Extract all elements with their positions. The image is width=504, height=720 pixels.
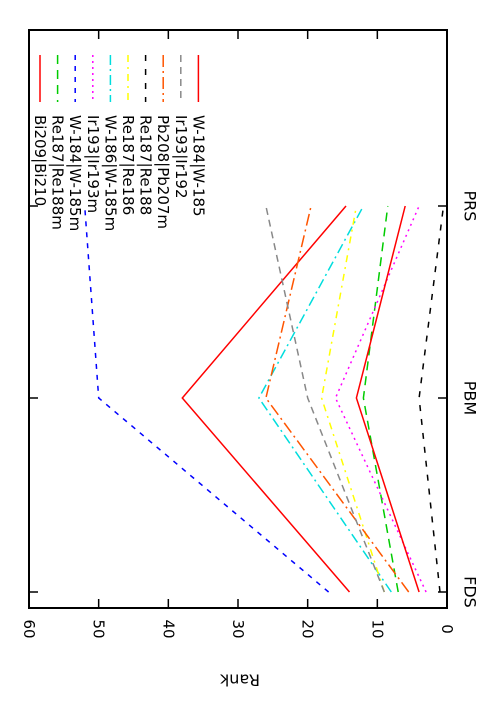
value-tick-label: 50: [90, 619, 108, 638]
legend-entry-7: Re187|Re188: [137, 115, 155, 215]
category-label: PRS: [461, 191, 480, 222]
legend-entry-5: W-186|W-185m: [101, 115, 119, 231]
category-label: FDS: [461, 576, 480, 608]
series-line-8: [265, 205, 410, 593]
category-label: PBM: [461, 381, 480, 415]
legend-entry-8: Pb208|Pb207m: [154, 115, 172, 229]
series-line-9: [265, 205, 385, 593]
series-line-3: [83, 205, 330, 593]
value-tick-label: 40: [159, 619, 177, 638]
legend-entry-6: Re187|Re186: [119, 115, 137, 215]
value-tick-label: 10: [368, 619, 386, 638]
legend-entry-10: W-184|W-185: [189, 115, 207, 217]
legend-entry-9: Ir193|Ir192: [172, 115, 190, 198]
legend-entry-2: Re187|Re188m: [49, 115, 67, 230]
series-line-6: [320, 205, 386, 593]
value-axis-label: Rank: [219, 671, 260, 690]
series-line-7: [418, 205, 445, 593]
series-line-1: [181, 205, 351, 593]
legend-entry-3: W-184|W-185m: [66, 115, 84, 231]
series-line-2: [362, 205, 399, 593]
series-line-10: [355, 205, 420, 593]
value-tick-label: 30: [229, 619, 247, 638]
legend-entry-4: Ir193|Ir193m: [84, 115, 102, 213]
legend-entry-1: Bi209|Bi210: [31, 115, 49, 206]
series-line-5: [258, 205, 392, 593]
value-tick-label: 0: [438, 624, 456, 634]
value-tick-label: 20: [299, 619, 317, 638]
value-tick-label: 60: [20, 619, 38, 638]
